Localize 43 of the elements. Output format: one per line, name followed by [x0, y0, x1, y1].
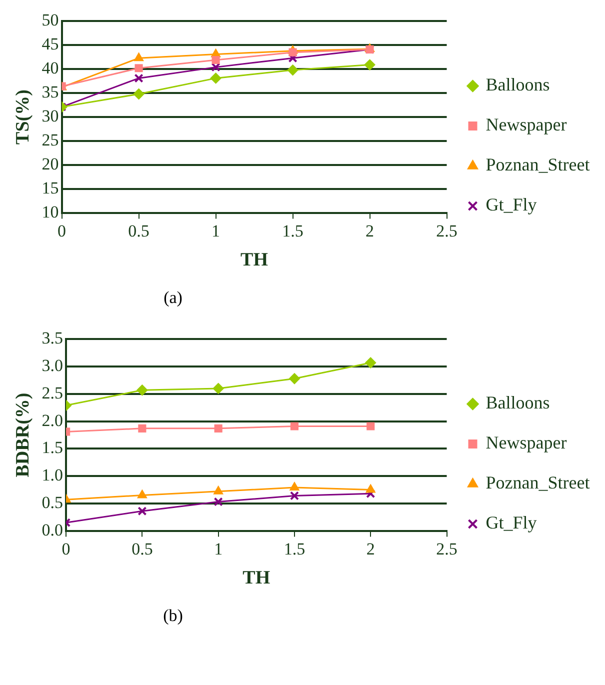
- legend-label: Balloons: [486, 74, 550, 95]
- x-tick-label: 0.5: [128, 221, 150, 240]
- y-tick-label: 30: [42, 106, 59, 126]
- y-axis-title: BDBR(%): [12, 392, 34, 478]
- y-tick-label: 50: [42, 10, 59, 30]
- x-tick-label: 1: [214, 539, 223, 558]
- y-tick-label: 1.0: [42, 466, 64, 485]
- y-tick-label: 3.0: [42, 356, 64, 376]
- y-tick-label: 1.5: [42, 438, 64, 458]
- x-tick-label: 1.5: [282, 221, 304, 240]
- x-tick-label: 0: [62, 539, 70, 558]
- x-tick-label: 2: [366, 221, 374, 240]
- y-tick-label: 3.5: [42, 328, 64, 348]
- y-axis-title: TS(%): [12, 90, 34, 144]
- y-tick-label: 2.0: [42, 410, 64, 430]
- y-tick-label: 40: [42, 58, 59, 78]
- y-tick-label: 15: [42, 178, 59, 198]
- legend-label: Gt_Fly: [486, 194, 537, 215]
- x-tick-label: 0.5: [132, 539, 153, 558]
- x-tick-label: 2: [366, 539, 375, 558]
- text: (b): [162, 606, 184, 626]
- text: (a): [162, 288, 184, 308]
- y-tick-label: 35: [42, 82, 59, 102]
- legend-label: Newspaper: [486, 432, 567, 453]
- x-tick-label: 1.5: [284, 539, 306, 558]
- legend-label: Poznan_Street: [486, 472, 590, 493]
- y-tick-label: 2.5: [42, 383, 64, 402]
- y-tick-label: 20: [42, 154, 59, 174]
- legend-label: Gt_Fly: [486, 512, 537, 533]
- y-tick-label: 0.5: [42, 492, 64, 512]
- legend-label: Balloons: [486, 392, 550, 413]
- y-tick-label: 10: [42, 202, 59, 222]
- y-tick-label: 25: [42, 130, 59, 150]
- x-tick-label: 2.5: [436, 539, 458, 558]
- y-tick-label: 45: [42, 34, 59, 54]
- legend-label: Poznan_Street: [486, 154, 590, 175]
- x-tick-label: 2.5: [436, 221, 458, 240]
- x-tick-label: 1: [212, 221, 220, 240]
- y-tick-label: 0.0: [42, 520, 64, 540]
- legend-label: Newspaper: [486, 114, 567, 135]
- x-axis-title: TH: [240, 250, 268, 271]
- x-tick-label: 0: [58, 221, 66, 240]
- x-axis-title: TH: [242, 568, 270, 589]
